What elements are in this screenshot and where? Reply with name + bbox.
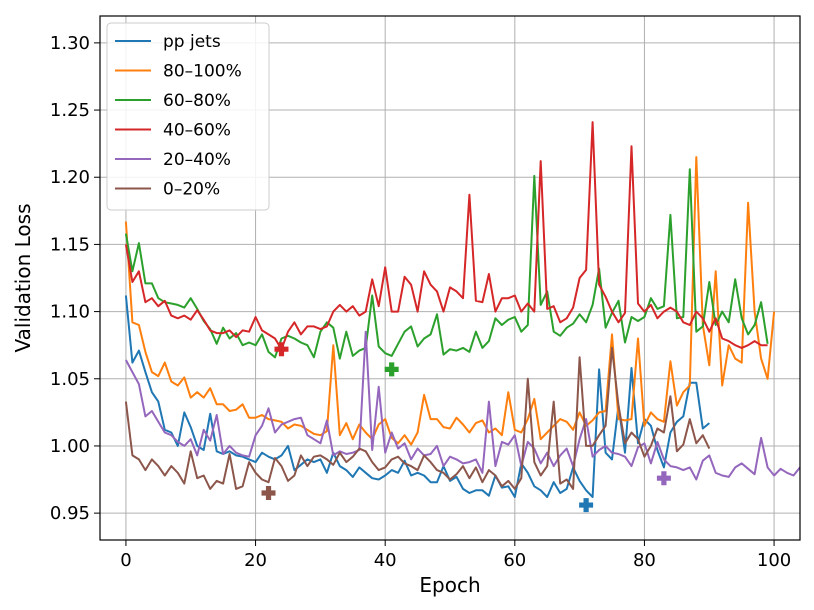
series-line-60–80% <box>124 168 769 360</box>
y-tick-label: 1.15 <box>50 234 90 255</box>
y-tick-label: 1.05 <box>50 369 90 390</box>
x-tick-label: 40 <box>374 550 397 571</box>
legend-label: 60–80% <box>163 91 231 111</box>
x-axis-ticks: 0 20 40 60 80 100 <box>120 540 791 571</box>
legend: pp jets 80–100% 60–80% 40–60% 20–40% 0–20% <box>106 22 270 211</box>
x-tick-label: 100 <box>757 550 791 571</box>
best-epoch-marker <box>261 485 276 500</box>
best-epoch-marker <box>384 362 399 377</box>
series-line-20–40% <box>125 330 801 481</box>
plot-frame <box>99 15 801 541</box>
best-epoch-markers <box>261 342 671 513</box>
y-axis-ticks: 0.95 1.00 1.05 1.10 1.15 1.20 1.25 1.30 <box>50 33 100 524</box>
legend-label: 20–40% <box>163 150 231 170</box>
legend-label: 40–60% <box>163 121 231 141</box>
series-line-40–60% <box>124 121 768 351</box>
series-line-80–100% <box>124 156 776 446</box>
legend-label: 0–20% <box>163 180 220 200</box>
y-tick-label: 1.10 <box>50 302 90 323</box>
y-tick-label: 1.30 <box>50 33 90 54</box>
legend-label: pp jets <box>163 32 221 52</box>
y-tick-label: 0.95 <box>50 503 90 524</box>
legend-label: 80–100% <box>163 62 242 82</box>
best-epoch-marker <box>656 471 671 486</box>
x-tick-label: 0 <box>120 550 131 571</box>
series-line-0–20% <box>124 346 711 490</box>
y-tick-label: 1.25 <box>50 100 90 121</box>
x-tick-label: 20 <box>244 550 267 571</box>
x-tick-label: 60 <box>503 550 526 571</box>
best-epoch-marker <box>274 342 289 357</box>
x-axis-label: Epoch <box>419 573 480 597</box>
y-tick-label: 1.00 <box>50 436 90 457</box>
x-tick-label: 80 <box>633 550 656 571</box>
y-axis-label: Validation Loss <box>11 204 35 353</box>
y-tick-label: 1.20 <box>50 167 90 188</box>
best-epoch-marker <box>579 498 594 513</box>
series-lines <box>124 121 801 498</box>
